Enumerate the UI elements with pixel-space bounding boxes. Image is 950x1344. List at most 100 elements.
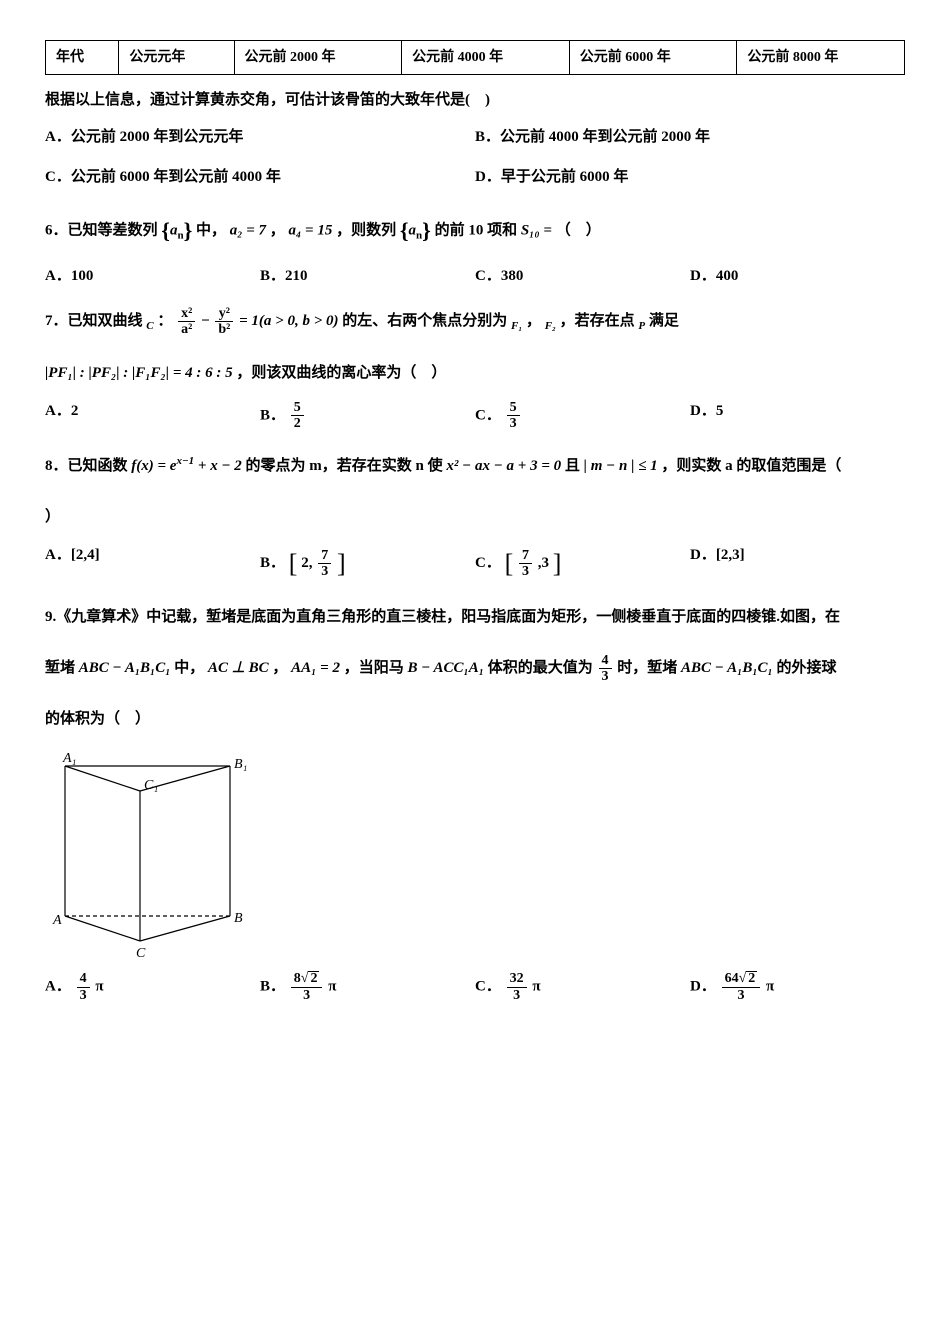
q9-p2b: 中， <box>174 660 204 676</box>
q6-opt-c: C．380 <box>475 265 690 288</box>
q9-optc-num: 32 <box>507 971 527 987</box>
q7-mid3: 满足 <box>649 313 679 329</box>
q9-optc-label: C． <box>475 979 501 995</box>
q9-num43: 4 <box>599 653 612 669</box>
q8-optc-num: 7 <box>519 548 532 564</box>
q7-f2n: y² <box>215 306 233 322</box>
q9-optb-label: B． <box>260 979 285 995</box>
q8-fx-tail: + x − 2 <box>194 458 242 474</box>
q7-line2: |PF₁| : |PF₂| : |F₁F₂| = 4 : 6 : 5 ，则该双曲… <box>45 357 905 390</box>
q7-optb-frac: 52 <box>291 400 304 432</box>
q7-comma: ， <box>526 313 541 329</box>
q9-opt-d: D． 64√2 3 π <box>690 971 905 1003</box>
q6-an2: a <box>409 222 417 238</box>
q7-c: C <box>146 320 153 332</box>
q6-opt-d: D．400 <box>690 265 905 288</box>
brace-r-icon: } <box>184 218 193 243</box>
q9-aa1: AA₁ = 2 <box>291 660 340 676</box>
q7-opt-c: C． 53 <box>475 400 690 432</box>
q9-frac43: 43 <box>599 653 612 685</box>
era-col-4: 公元前 6000 年 <box>569 41 737 75</box>
q7-f1: F₁ <box>511 320 522 332</box>
pi4-icon: π <box>766 979 774 995</box>
era-col-3: 公元前 4000 年 <box>402 41 570 75</box>
q9-options: A． 43 π B． 8√2 3 π C． 323 π D． 64√2 3 π <box>45 971 905 1003</box>
q9-optb-num-a: 8 <box>294 971 301 986</box>
brace-r2-icon: } <box>422 218 431 243</box>
q7-optb-num: 5 <box>291 400 304 416</box>
q9-abc: ABC − A₁B₁C₁ <box>79 660 171 676</box>
q7-frac1: x²a² <box>178 306 195 338</box>
q7-optb-den: 2 <box>291 416 304 431</box>
q9-opta-num: 4 <box>77 971 90 987</box>
svg-text:B: B <box>234 911 243 926</box>
q9-p2c: ， <box>272 660 287 676</box>
q5-options-row1: A．公元前 2000 年到公元元年 B．公元前 4000 年到公元前 2000 … <box>45 126 905 149</box>
q6-opt-a: A．100 <box>45 265 260 288</box>
q8-mid1: 的零点为 m，若存在实数 n 使 <box>246 458 443 474</box>
table-row: 年代 公元元年 公元前 2000 年 公元前 4000 年 公元前 6000 年… <box>46 41 905 75</box>
q9-optd-frac: 64√2 3 <box>722 971 761 1003</box>
q8-fx: f(x) = e <box>131 458 176 474</box>
q6-lead: 6．已知等差数列 <box>45 222 158 238</box>
q5-opt-b: B．公元前 4000 年到公元前 2000 年 <box>475 126 905 149</box>
svg-text:B₁: B₁ <box>234 757 247 772</box>
q7-f1n: x² <box>178 306 195 322</box>
q6-mid2: ，则数列 <box>336 222 396 238</box>
pi2-icon: π <box>328 979 336 995</box>
q9-perp: AC ⊥ BC <box>208 660 269 676</box>
q8-optc-label: C． <box>475 555 501 571</box>
q9-optb-frac: 8√2 3 <box>291 971 323 1003</box>
q9-p2f: 时，堑堵 <box>617 660 677 676</box>
q6-a4: a₄ = 15 <box>289 222 333 238</box>
prism-diagram: A₁B₁C₁ABC <box>45 746 255 961</box>
rbracket-icon: ] <box>337 549 346 578</box>
q9-p2a: 堑堵 <box>45 660 75 676</box>
era-col-1: 公元元年 <box>119 41 234 75</box>
q7-optc-label: C． <box>475 407 501 423</box>
era-col-0: 年代 <box>46 41 119 75</box>
q7-f1d: a² <box>178 322 195 337</box>
q8: 8．已知函数 f(x) = ex−1 + x − 2 的零点为 m，若存在实数 … <box>45 449 905 483</box>
q8-optc-den: 3 <box>519 564 532 579</box>
q8-optb-den: 3 <box>318 564 331 579</box>
q8-optb-l: 2, <box>301 555 312 571</box>
q8-abs: | m − n | ≤ 1 <box>584 458 658 474</box>
q7-ratio: |PF₁| : |PF₂| : |F₁F₂| = 4 : 6 : 5 <box>45 365 233 381</box>
q8-opt-b: B． [ 2, 73 ] <box>260 544 475 583</box>
q8-optb-label: B． <box>260 555 285 571</box>
q9-para3: 的体积为（ ） <box>45 703 905 736</box>
q9-opta-den: 3 <box>77 988 90 1003</box>
q9-opt-a: A． 43 π <box>45 971 260 1003</box>
q8-lead: 8．已知函数 <box>45 458 128 474</box>
lbracket2-icon: [ <box>505 549 514 578</box>
svg-text:A: A <box>52 913 62 928</box>
q7-p: P <box>638 320 645 332</box>
q9-den43: 3 <box>599 669 612 684</box>
q8-close: ） <box>45 501 905 534</box>
svg-text:A₁: A₁ <box>62 751 76 766</box>
q7-frac2: y²b² <box>215 306 233 338</box>
q9-abc2: ABC − A₁B₁C₁ <box>681 660 773 676</box>
q6-a2: a₂ = 7 <box>230 222 266 238</box>
q8-opt-d: D．[2,3] <box>690 544 905 583</box>
q8-opt-a: A．[2,4] <box>45 544 260 583</box>
svg-text:C: C <box>136 946 146 961</box>
q7-opt-d: D．5 <box>690 400 905 432</box>
q6-mid3: 的前 10 项和 <box>435 222 518 238</box>
q9-opta-label: A． <box>45 979 71 995</box>
q9-opt-c: C． 323 π <box>475 971 690 1003</box>
q7-opt-b: B． 52 <box>260 400 475 432</box>
q9-optd-den: 3 <box>722 988 761 1003</box>
q9-optd-num: 64√2 <box>722 971 761 987</box>
q7-f2: F₂ <box>545 320 556 332</box>
q5-opt-d: D．早于公元前 6000 年 <box>475 166 905 189</box>
q7-mid2: ，若存在点 <box>560 313 635 329</box>
q7-options: A．2 B． 52 C． 53 D．5 <box>45 400 905 432</box>
q6-opt-b: B．210 <box>260 265 475 288</box>
era-col-2: 公元前 2000 年 <box>234 41 402 75</box>
q7-f2d: b² <box>215 322 233 337</box>
brace-l-icon: { <box>161 218 170 243</box>
pi3-icon: π <box>532 979 540 995</box>
q6-mid1: 中， <box>196 222 226 238</box>
